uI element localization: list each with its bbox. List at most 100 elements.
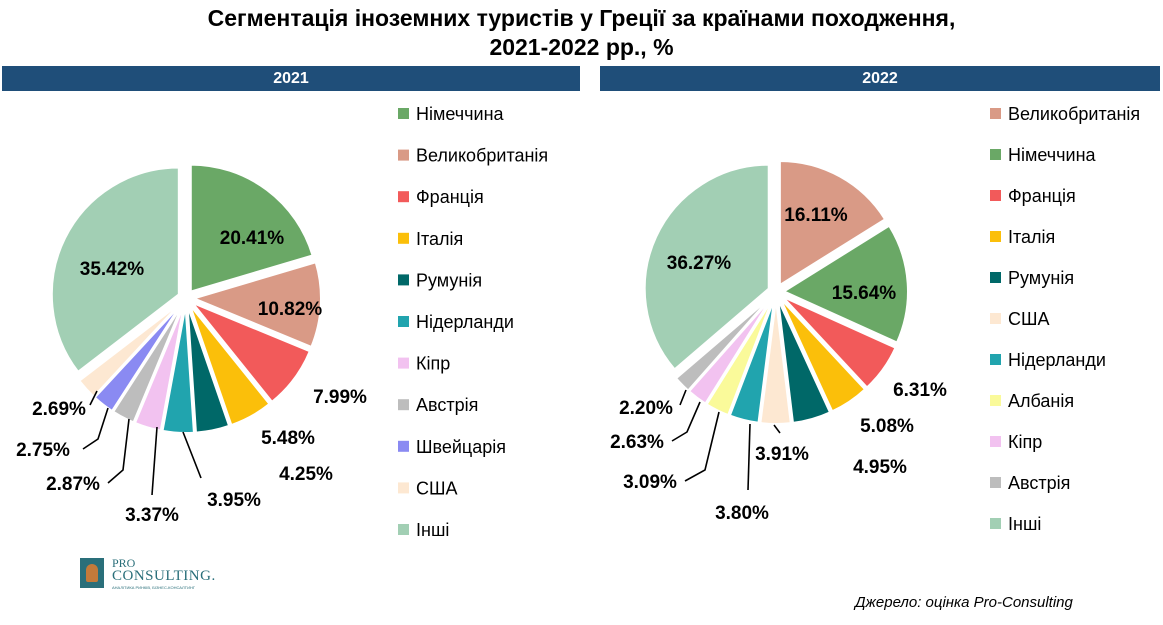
pie-slice-2021-румунія <box>186 305 231 434</box>
legend-swatch-2021-інші <box>398 524 409 535</box>
data-label-2021-сша: 2.69% <box>32 399 86 420</box>
data-label-2021-італія: 5.48% <box>261 428 315 449</box>
logo-mark-icon <box>80 558 104 588</box>
legend-swatch-2022-австрія <box>990 477 1001 488</box>
chart-title-line1: Сегментація іноземних туристів у Греції … <box>207 5 956 31</box>
data-label-2022-франція: 6.31% <box>893 380 947 401</box>
data-label-2022-румунія: 4.95% <box>853 457 907 478</box>
legend-swatch-2021-сша <box>398 482 409 494</box>
pie-slice-2022-великобританія <box>778 160 887 287</box>
legend-swatch-2022-франція <box>990 190 1001 201</box>
legend-label-2021-великобританія: Великобританія <box>416 146 548 166</box>
legend-label-2021-нідерланди: Нідерланди <box>416 312 514 332</box>
data-label-2021-німеччина: 20.41% <box>220 228 285 249</box>
pie-slice-2021-франція <box>191 301 312 404</box>
legend-label-2021-інші: Інші <box>416 520 449 540</box>
legend-label-2021-франція: Франція <box>416 187 484 207</box>
data-label-2022-нідерланди: 3.80% <box>715 503 769 524</box>
data-label-2022-інші: 36.27% <box>667 253 732 274</box>
data-label-2021-нідерланди: 3.95% <box>207 490 261 511</box>
legend-label-2021-італія: Італія <box>416 229 463 249</box>
legend-label-2021-румунія: Румунія <box>416 270 482 290</box>
legend-label-2022-нідерланди: Нідерланди <box>1008 350 1106 370</box>
leader-line-2022-австрія <box>679 389 687 406</box>
leader-line-2021-кіпр <box>151 426 158 496</box>
data-label-2021-румунія: 4.25% <box>279 464 333 485</box>
source-note: Джерело: оцінка Pro-Consulting <box>855 594 1073 611</box>
pie-slice-2022-франція <box>781 295 897 389</box>
legend-label-2021-швейцарія: Швейцарія <box>416 437 506 457</box>
logo-pro-text: PRO <box>112 556 136 570</box>
legend-swatch-2022-великобританія <box>990 108 1001 119</box>
data-label-2021-великобританія: 10.82% <box>258 299 323 320</box>
pie-slice-2022-інші <box>643 163 770 371</box>
legend-label-2021-німеччина: Німеччина <box>416 104 505 124</box>
legend-label-2022-інші: Інші <box>1008 514 1041 534</box>
leader-line-2022-кіпр <box>671 401 701 442</box>
pie-slice-2021-швейцарія <box>93 303 182 413</box>
leader-line-2022-нідерланди <box>747 423 751 491</box>
pie-slice-2021-нідерланди <box>161 305 195 434</box>
legend-swatch-2022-кіпр <box>990 436 1001 447</box>
legend-label-2022-кіпр: Кіпр <box>1008 432 1042 452</box>
legend-swatch-2021-австрія <box>398 399 409 411</box>
pie-slice-2021-італія <box>188 304 271 427</box>
legend-swatch-2022-італія <box>990 231 1001 242</box>
legend-label-2021-австрія: Австрія <box>416 395 478 415</box>
legend-swatch-2021-німеччина <box>398 108 409 119</box>
legend-swatch-2021-швейцарія <box>398 440 409 452</box>
data-label-2021-франція: 7.99% <box>313 387 367 408</box>
legend-swatch-2021-великобританія <box>398 149 409 161</box>
data-label-2021-австрія: 2.87% <box>46 474 100 495</box>
leader-line-2021-нідерланди <box>182 431 202 479</box>
pie-slice-2021-великобританія <box>190 261 322 349</box>
legend-label-2022-німеччина: Німеччина <box>1008 145 1097 165</box>
data-label-2021-кіпр: 3.37% <box>125 505 179 526</box>
year-header-2022: 2022 <box>600 66 1160 91</box>
legend-label-2022-франція: Франція <box>1008 186 1076 206</box>
legend-swatch-2021-кіпр <box>398 357 409 369</box>
leader-line-2021-швейцарія <box>82 407 109 450</box>
logo-name-text: CONSULTING. <box>112 568 216 584</box>
pie-slice-2021-австрія <box>111 304 184 424</box>
chart-title-line2: 2021-2022 рр., % <box>489 34 674 60</box>
pie-slice-2021-інші <box>50 166 180 374</box>
legend-label-2022-великобританія: Великобританія <box>1008 104 1140 124</box>
legend-label-2021-кіпр: Кіпр <box>416 354 450 374</box>
data-label-2022-великобританія: 16.11% <box>784 205 847 226</box>
pro-consulting-logo: PRO CONSULTING. АНАЛІТИКА РИНКІВ, БІЗНЕС… <box>80 556 220 590</box>
data-label-2022-німеччина: 15.64% <box>832 283 897 304</box>
leader-line-2022-сша <box>773 424 781 434</box>
legend-swatch-2022-сша <box>990 313 1001 324</box>
pie-slice-2022-румунія <box>777 299 832 424</box>
legend-label-2022-румунія: Румунія <box>1008 268 1074 288</box>
pie-slice-2022-албанія <box>705 298 774 417</box>
legend-swatch-2022-албанія <box>990 395 1001 406</box>
data-label-2021-інші: 35.42% <box>80 259 145 280</box>
leader-line-2021-австрія <box>107 418 130 484</box>
pie-slice-2021-кіпр <box>133 305 185 432</box>
legend-label-2021-сша: США <box>416 478 458 498</box>
legend-swatch-2021-італія <box>398 232 409 244</box>
pie-slice-2022-італія <box>779 297 867 413</box>
legend-label-2022-італія: Італія <box>1008 227 1055 247</box>
leader-line-2022-албанія <box>684 411 720 482</box>
pie-slice-2021-німеччина <box>189 163 314 293</box>
pie-slice-2022-німеччина <box>781 224 909 344</box>
logo-sub-text: АНАЛІТИКА РИНКІВ, БІЗНЕС-КОНСАЛТИНГ <box>112 585 196 590</box>
data-label-2022-італія: 5.08% <box>860 416 914 437</box>
data-label-2022-албанія: 3.09% <box>623 472 677 493</box>
legend-swatch-2022-інші <box>990 518 1001 529</box>
legend-swatch-2021-румунія <box>398 274 409 286</box>
data-label-2022-австрія: 2.20% <box>619 398 673 419</box>
legend-label-2022-австрія: Австрія <box>1008 473 1070 493</box>
legend-swatch-2022-німеччина <box>990 149 1001 160</box>
chart-title: Сегментація іноземних туристів у Греції … <box>0 4 1163 62</box>
year-header-2021: 2021 <box>2 66 580 91</box>
data-label-2022-сша: 3.91% <box>755 444 809 465</box>
legend-swatch-2021-франція <box>398 191 409 203</box>
pie-slice-2022-сша <box>759 299 792 425</box>
pie-slice-2022-австрія <box>674 296 772 392</box>
data-label-2022-кіпр: 2.63% <box>610 432 664 453</box>
